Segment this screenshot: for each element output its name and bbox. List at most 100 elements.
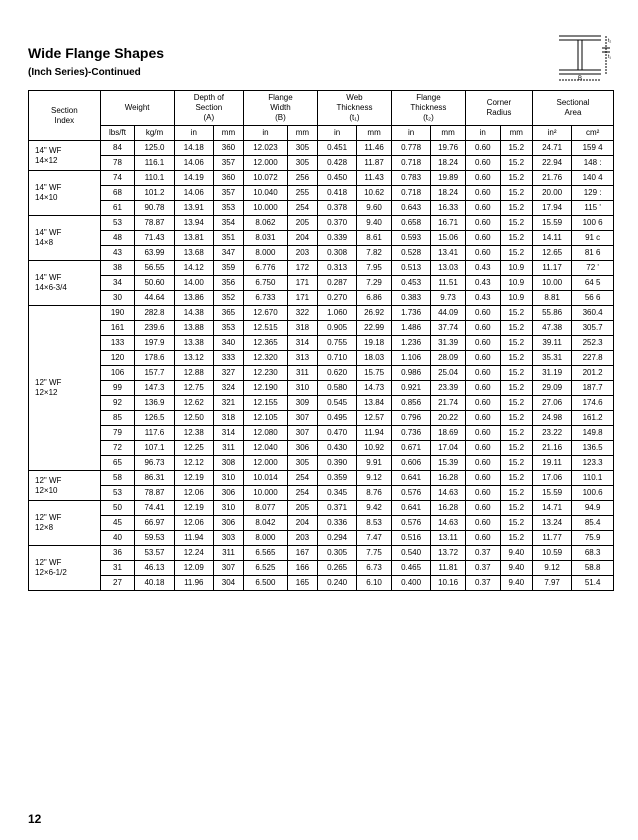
data-cell: 0.470 [317, 426, 356, 441]
data-cell: 9.12 [532, 561, 571, 576]
data-cell: 174.6 [572, 396, 614, 411]
data-cell: 0.60 [465, 201, 500, 216]
data-cell: 11.81 [431, 561, 466, 576]
data-cell: 129 : [572, 186, 614, 201]
data-cell: 0.60 [465, 486, 500, 501]
data-cell: 12.320 [243, 351, 287, 366]
data-cell: 0.576 [391, 516, 430, 531]
data-cell: 252.3 [572, 336, 614, 351]
data-cell: 9.91 [357, 456, 392, 471]
data-cell: 90.78 [135, 201, 174, 216]
data-cell: 12.75 [174, 381, 213, 396]
data-cell: 0.378 [317, 201, 356, 216]
data-cell: 310 [287, 381, 317, 396]
data-cell: 1.236 [391, 336, 430, 351]
data-cell: 0.313 [317, 261, 356, 276]
data-cell: 16.71 [431, 216, 466, 231]
data-cell: 20.00 [532, 186, 571, 201]
data-cell: 6.733 [243, 291, 287, 306]
data-cell: 18.24 [431, 156, 466, 171]
data-cell: 15.2 [500, 366, 532, 381]
data-cell: 8.53 [357, 516, 392, 531]
data-cell: 22.94 [532, 156, 571, 171]
data-cell: 305 [287, 141, 317, 156]
data-cell: 161 [100, 321, 135, 336]
data-cell: 120 [100, 351, 135, 366]
data-cell: 0.641 [391, 501, 430, 516]
data-cell: 34 [100, 276, 135, 291]
data-cell: 12.19 [174, 471, 213, 486]
data-cell: 0.513 [391, 261, 430, 276]
data-cell: 15.2 [500, 396, 532, 411]
data-cell: 187.7 [572, 381, 614, 396]
data-cell: 17.04 [431, 441, 466, 456]
data-cell: 0.270 [317, 291, 356, 306]
data-cell: 307 [287, 411, 317, 426]
data-cell: 0.428 [317, 156, 356, 171]
data-cell: 1.486 [391, 321, 430, 336]
unit-mm: mm [213, 126, 243, 141]
data-cell: 333 [213, 351, 243, 366]
data-cell: 13.91 [174, 201, 213, 216]
data-cell: 0.308 [317, 246, 356, 261]
data-cell: 14.06 [174, 186, 213, 201]
data-cell: 9.40 [500, 546, 532, 561]
data-cell: 0.60 [465, 441, 500, 456]
data-cell: 12.040 [243, 441, 287, 456]
data-cell: 306 [213, 486, 243, 501]
data-cell: 78 [100, 156, 135, 171]
data-cell: 6.525 [243, 561, 287, 576]
data-cell: 18.03 [357, 351, 392, 366]
data-cell: 17.06 [532, 471, 571, 486]
data-cell: 0.643 [391, 201, 430, 216]
data-cell: 22.99 [357, 321, 392, 336]
data-cell: 306 [213, 516, 243, 531]
data-cell: 10.62 [357, 186, 392, 201]
data-cell: 0.60 [465, 231, 500, 246]
data-cell: 9.73 [431, 291, 466, 306]
data-cell: 39.11 [532, 336, 571, 351]
data-cell: 10.16 [431, 576, 466, 591]
data-cell: 0.778 [391, 141, 430, 156]
data-cell: 9.12 [357, 471, 392, 486]
data-cell: 0.755 [317, 336, 356, 351]
data-cell: 171 [287, 276, 317, 291]
data-cell: 0.390 [317, 456, 356, 471]
data-cell: 15.2 [500, 486, 532, 501]
section-cell: 14" WF14×10 [29, 171, 101, 216]
data-cell: 12.38 [174, 426, 213, 441]
data-cell: 0.516 [391, 531, 430, 546]
table-row: 12" WF12×105886.3112.1931010.0142540.359… [29, 471, 614, 486]
data-cell: 50 [100, 501, 135, 516]
data-cell: 165 [287, 576, 317, 591]
data-cell: 13.03 [431, 261, 466, 276]
data-cell: 7.82 [357, 246, 392, 261]
data-cell: 13.86 [174, 291, 213, 306]
data-cell: 56.55 [135, 261, 174, 276]
data-cell: 110.1 [572, 471, 614, 486]
data-cell: 12.62 [174, 396, 213, 411]
data-cell: 203 [287, 246, 317, 261]
table-row: 99147.312.7532412.1903100.58014.730.9212… [29, 381, 614, 396]
header-row: Wide Flange Shapes (Inch Series)-Continu… [28, 28, 614, 82]
data-cell: 44.09 [431, 306, 466, 321]
data-cell: 324 [213, 381, 243, 396]
data-cell: 282.8 [135, 306, 174, 321]
data-cell: 13.24 [532, 516, 571, 531]
data-cell: 178.6 [135, 351, 174, 366]
data-cell: 99 [100, 381, 135, 396]
data-cell: 357 [213, 156, 243, 171]
table-row: 72107.112.2531112.0403060.43010.920.6711… [29, 441, 614, 456]
table-row: 6190.7813.9135310.0002540.3789.600.64316… [29, 201, 614, 216]
data-cell: 14.73 [357, 381, 392, 396]
data-cell: 359 [213, 261, 243, 276]
data-cell: 307 [213, 561, 243, 576]
data-cell: 94.9 [572, 501, 614, 516]
data-cell: 0.60 [465, 156, 500, 171]
data-cell: 15.2 [500, 216, 532, 231]
data-cell: 159 4 [572, 141, 614, 156]
data-cell: 17.94 [532, 201, 571, 216]
data-cell: 24.71 [532, 141, 571, 156]
data-cell: 166 [287, 561, 317, 576]
data-cell: 314 [287, 336, 317, 351]
